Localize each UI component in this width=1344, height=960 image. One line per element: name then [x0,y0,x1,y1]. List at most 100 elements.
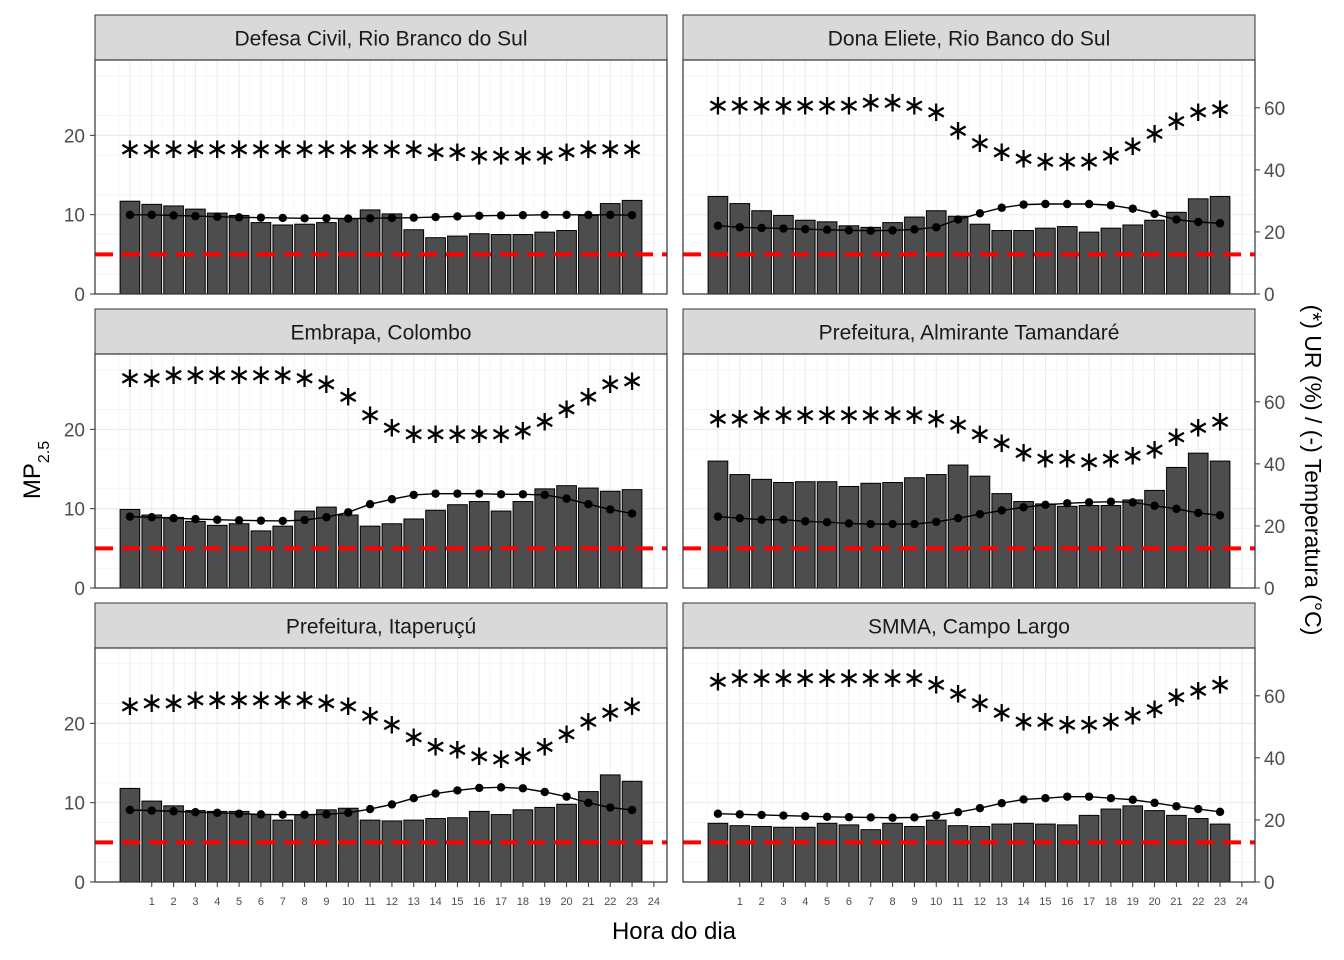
x-tick-label: 1 [737,896,743,908]
y2-tick-label: 0 [1264,285,1275,306]
temperature-point [713,221,723,230]
y-tick-label: 20 [64,126,85,147]
humidity-point: ∗ [227,133,250,164]
humidity-point: ∗ [184,359,207,390]
pm25-bar [1209,460,1231,589]
temperature-point [757,223,766,233]
temperature-point [888,519,897,529]
temperature-point [1019,200,1028,209]
pm25-bar [141,514,163,589]
temperature-point [584,500,593,509]
pm25-bar [228,523,250,589]
temperature-point [234,213,244,222]
pm25-bar [860,226,882,295]
temperature-point [1172,215,1181,224]
pm25-bar [1144,219,1165,295]
humidity-point: ∗ [750,90,773,121]
temperature-point [125,512,135,521]
temperature-point [822,225,832,234]
temperature-point [191,807,200,817]
humidity-point: ∗ [1099,706,1122,737]
x-tick-label: 24 [1236,896,1248,908]
humidity-point: ∗ [293,133,316,164]
pm25-bar [468,233,490,295]
humidity-point: ∗ [271,684,294,715]
humidity-point: ∗ [1143,433,1166,464]
humidity-point: ∗ [446,734,469,765]
temperature-point [213,515,222,524]
humidity-point: ∗ [1208,405,1231,436]
pm25-bar [860,829,882,883]
humidity-point: ∗ [468,418,491,449]
humidity-point: ∗ [837,662,860,693]
humidity-point: ∗ [577,133,600,164]
humidity-point: ∗ [533,139,556,170]
x-tick-label: 16 [473,896,485,908]
y-tick-label: 0 [74,285,85,306]
temperature-point [125,805,135,815]
y2-tick-label: 40 [1264,749,1285,770]
pm25-bar [468,501,490,589]
temperature-point [213,212,222,221]
humidity-point: ∗ [271,133,294,164]
humidity-point: ∗ [946,115,969,146]
pm25-bar [228,810,250,883]
x-tick-label: 24 [648,896,660,908]
pm25-bar [729,825,751,883]
panel: Prefeitura, Itaperuçú∗∗∗∗∗∗∗∗∗∗∗∗∗∗∗∗∗∗∗… [64,602,668,908]
pm25-bar [707,822,729,883]
pm25-bar [1035,823,1056,883]
humidity-point: ∗ [337,133,360,164]
pm25-bar [185,208,206,295]
temperature-point [1172,802,1181,811]
humidity-point: ∗ [358,699,381,730]
pm25-bar [838,485,860,589]
pm25-bar [1209,195,1231,295]
humidity-point: ∗ [620,365,643,396]
pm25-bar [816,822,838,883]
humidity-point: ∗ [728,90,751,121]
temperature-point [1063,499,1072,508]
humidity-point: ∗ [946,409,969,440]
pm25-bar [729,474,751,589]
pm25-bar [1013,501,1034,589]
humidity-point: ∗ [620,690,643,721]
temperature-point [540,787,549,797]
panel-title: Prefeitura, Almirante Tamandaré [819,322,1120,345]
humidity-point: ∗ [837,399,860,430]
temperature-point [1128,795,1137,804]
humidity-point: ∗ [1034,706,1057,737]
humidity-point: ∗ [1056,709,1079,740]
panel-border [94,353,668,589]
pm25-bar [359,209,381,295]
temperature-point [627,805,637,815]
temperature-point [584,210,593,220]
pm25-bar [729,203,751,295]
humidity-point: ∗ [859,662,882,693]
pm25-bar [163,516,184,589]
y2-tick-label: 60 [1264,393,1285,414]
humidity-point: ∗ [772,399,795,430]
x-tick-label: 9 [911,896,917,908]
temperature-point [584,798,593,808]
temperature-point [997,203,1006,212]
temperature-point [147,513,156,522]
temperature-point [562,210,571,220]
humidity-point: ∗ [118,362,141,393]
temperature-point [387,213,397,223]
pm25-bar [185,810,206,883]
temperature-point [1084,498,1094,507]
temperature-point [278,810,287,819]
temperature-point [844,519,854,528]
humidity-point: ∗ [750,662,773,693]
pm25-bar [1122,224,1144,295]
humidity-point: ∗ [706,90,729,121]
pm25-bar [860,482,882,589]
pm25-bar [838,824,860,883]
pm25-bar [621,780,643,883]
pm25-bar [751,478,772,589]
temperature-point [1215,511,1225,520]
humidity-point: ∗ [1099,443,1122,474]
humidity-point: ∗ [1165,421,1188,452]
x-tick-label: 4 [214,896,220,908]
